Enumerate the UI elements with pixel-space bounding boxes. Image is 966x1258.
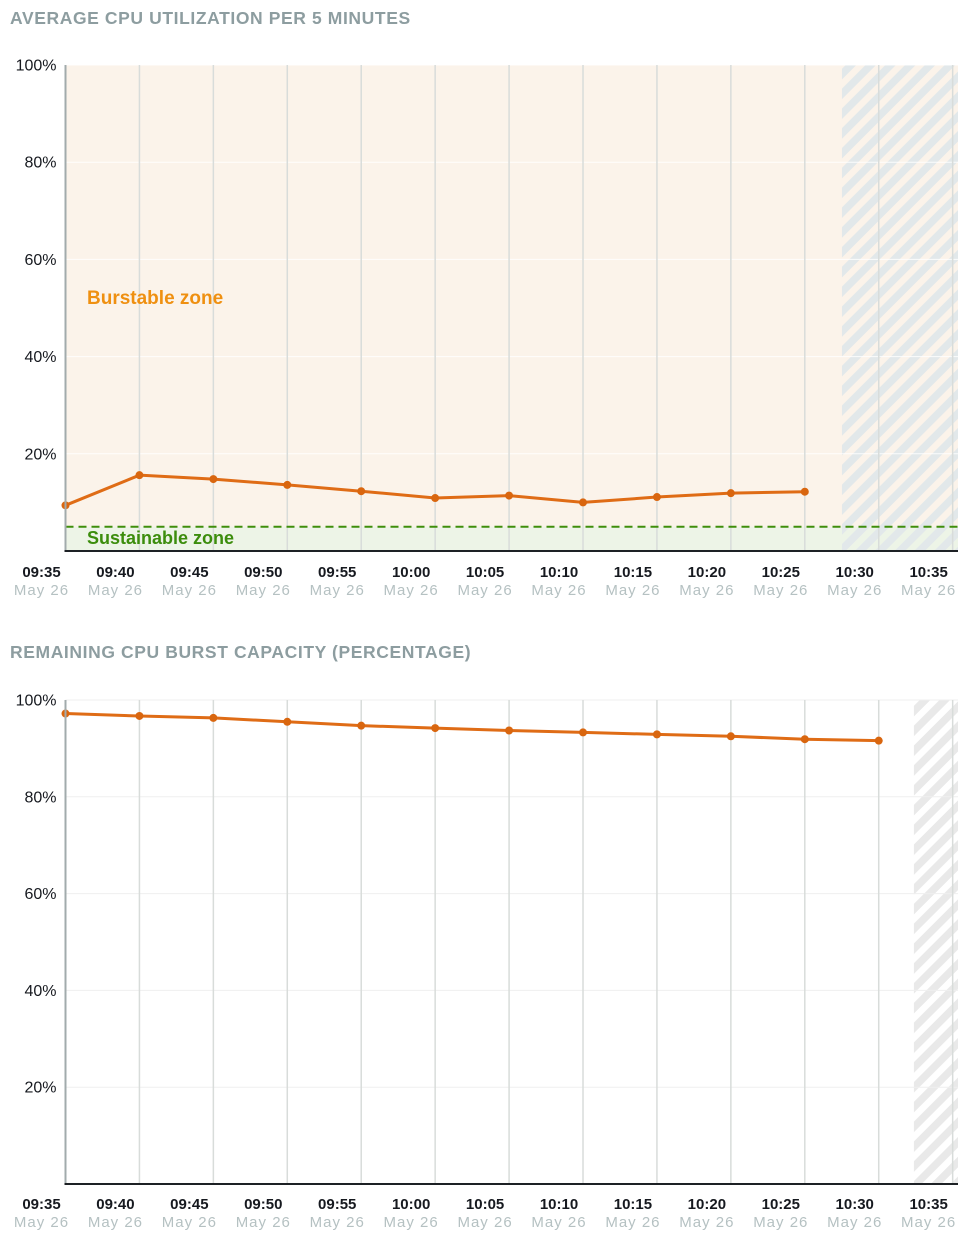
x-tick-date-label: May 26 <box>457 1214 512 1231</box>
data-point[interactable] <box>579 498 588 507</box>
x-tick-date-label: May 26 <box>14 1214 69 1231</box>
x-tick-date-label: May 26 <box>384 1214 439 1231</box>
data-point[interactable] <box>431 724 440 733</box>
x-tick-date-label: May 26 <box>753 1214 808 1231</box>
data-point[interactable] <box>283 717 292 726</box>
x-tick-date-label: May 26 <box>827 1214 882 1231</box>
future-region-hatch <box>913 700 958 1184</box>
data-point[interactable] <box>135 471 144 480</box>
y-tick-label: 60% <box>24 886 56 903</box>
x-tick-date-label: May 26 <box>753 582 808 599</box>
burst-capacity-chart-title: REMAINING CPU BURST CAPACITY (PERCENTAGE… <box>10 642 472 662</box>
x-tick-date-label: May 26 <box>605 582 660 599</box>
x-tick-date-label: May 26 <box>162 582 217 599</box>
x-tick-time-label: 10:25 <box>762 1196 800 1213</box>
x-tick-date-label: May 26 <box>827 582 882 599</box>
x-tick-date-label: May 26 <box>901 1214 956 1231</box>
x-tick-time-label: 10:10 <box>540 564 578 581</box>
data-point[interactable] <box>283 480 292 489</box>
data-point[interactable] <box>357 487 366 496</box>
data-point[interactable] <box>431 494 440 503</box>
y-tick-label: 40% <box>24 349 56 366</box>
x-tick-time-label: 09:50 <box>244 564 282 581</box>
x-tick-time-label: 09:55 <box>318 564 356 581</box>
data-point[interactable] <box>579 728 588 737</box>
x-tick-time-label: 10:30 <box>836 564 874 581</box>
series-line <box>64 712 881 743</box>
x-tick-time-label: 09:40 <box>96 564 134 581</box>
x-tick-date-label: May 26 <box>88 1214 143 1231</box>
x-tick-date-label: May 26 <box>457 582 512 599</box>
x-tick-time-label: 10:00 <box>392 564 430 581</box>
data-point[interactable] <box>357 721 366 730</box>
x-tick-time-label: 09:40 <box>96 1196 134 1213</box>
data-point[interactable] <box>726 732 735 741</box>
x-tick-time-label: 09:45 <box>170 564 208 581</box>
y-tick-label: 100% <box>16 693 57 710</box>
x-tick-date-label: May 26 <box>310 582 365 599</box>
x-tick-date-label: May 26 <box>384 582 439 599</box>
sustainable-zone-label: Sustainable zone <box>87 528 235 548</box>
data-point[interactable] <box>800 487 809 496</box>
x-tick-time-label: 09:35 <box>22 564 60 581</box>
x-tick-date-label: May 26 <box>901 582 956 599</box>
x-tick-time-label: 10:05 <box>466 564 504 581</box>
x-tick-time-label: 10:20 <box>688 564 726 581</box>
x-tick-date-label: May 26 <box>236 1214 291 1231</box>
cpu-utilization-chart-title: AVERAGE CPU UTILIZATION PER 5 MINUTES <box>10 8 411 28</box>
plot-background <box>65 65 958 551</box>
data-point[interactable] <box>505 491 514 500</box>
x-tick-time-label: 10:35 <box>909 1196 947 1213</box>
x-tick-time-label: 10:10 <box>540 1196 578 1213</box>
y-tick-label: 80% <box>24 789 56 806</box>
x-tick-date-label: May 26 <box>236 582 291 599</box>
x-tick-date-label: May 26 <box>162 1214 217 1231</box>
y-tick-label: 20% <box>24 1080 56 1097</box>
x-tick-time-label: 09:55 <box>318 1196 356 1213</box>
data-point[interactable] <box>209 475 218 484</box>
x-tick-time-label: 10:35 <box>909 564 947 581</box>
x-tick-time-label: 10:15 <box>614 564 652 581</box>
y-tick-label: 80% <box>24 155 56 172</box>
data-point[interactable] <box>652 493 661 502</box>
y-tick-label: 40% <box>24 983 56 1000</box>
data-point[interactable] <box>505 726 514 735</box>
y-tick-label: 100% <box>16 58 57 75</box>
data-point[interactable] <box>800 735 809 744</box>
y-tick-label: 60% <box>24 252 56 269</box>
x-tick-time-label: 10:20 <box>688 1196 726 1213</box>
x-tick-date-label: May 26 <box>531 582 586 599</box>
x-tick-time-label: 10:25 <box>762 564 800 581</box>
x-tick-date-label: May 26 <box>679 1214 734 1231</box>
plot-background <box>65 700 958 1184</box>
sustainable-zone-band <box>65 526 958 551</box>
x-tick-time-label: 10:15 <box>614 1196 652 1213</box>
data-point[interactable] <box>135 711 144 720</box>
x-tick-date-label: May 26 <box>88 582 143 599</box>
future-region-hatch <box>841 65 958 551</box>
x-tick-date-label: May 26 <box>14 582 69 599</box>
data-point[interactable] <box>726 489 735 498</box>
x-tick-date-label: May 26 <box>531 1214 586 1231</box>
x-tick-time-label: 09:50 <box>244 1196 282 1213</box>
x-tick-date-label: May 26 <box>605 1214 660 1231</box>
x-tick-time-label: 09:35 <box>22 1196 60 1213</box>
data-point[interactable] <box>874 736 883 745</box>
x-tick-time-label: 10:30 <box>836 1196 874 1213</box>
x-tick-time-label: 10:00 <box>392 1196 430 1213</box>
x-tick-date-label: May 26 <box>310 1214 365 1231</box>
y-tick-label: 20% <box>24 446 56 463</box>
x-tick-date-label: May 26 <box>679 582 734 599</box>
x-tick-time-label: 10:05 <box>466 1196 504 1213</box>
data-point[interactable] <box>652 730 661 739</box>
data-point[interactable] <box>209 713 218 722</box>
burstable-zone-label: Burstable zone <box>87 288 224 309</box>
x-tick-time-label: 09:45 <box>170 1196 208 1213</box>
